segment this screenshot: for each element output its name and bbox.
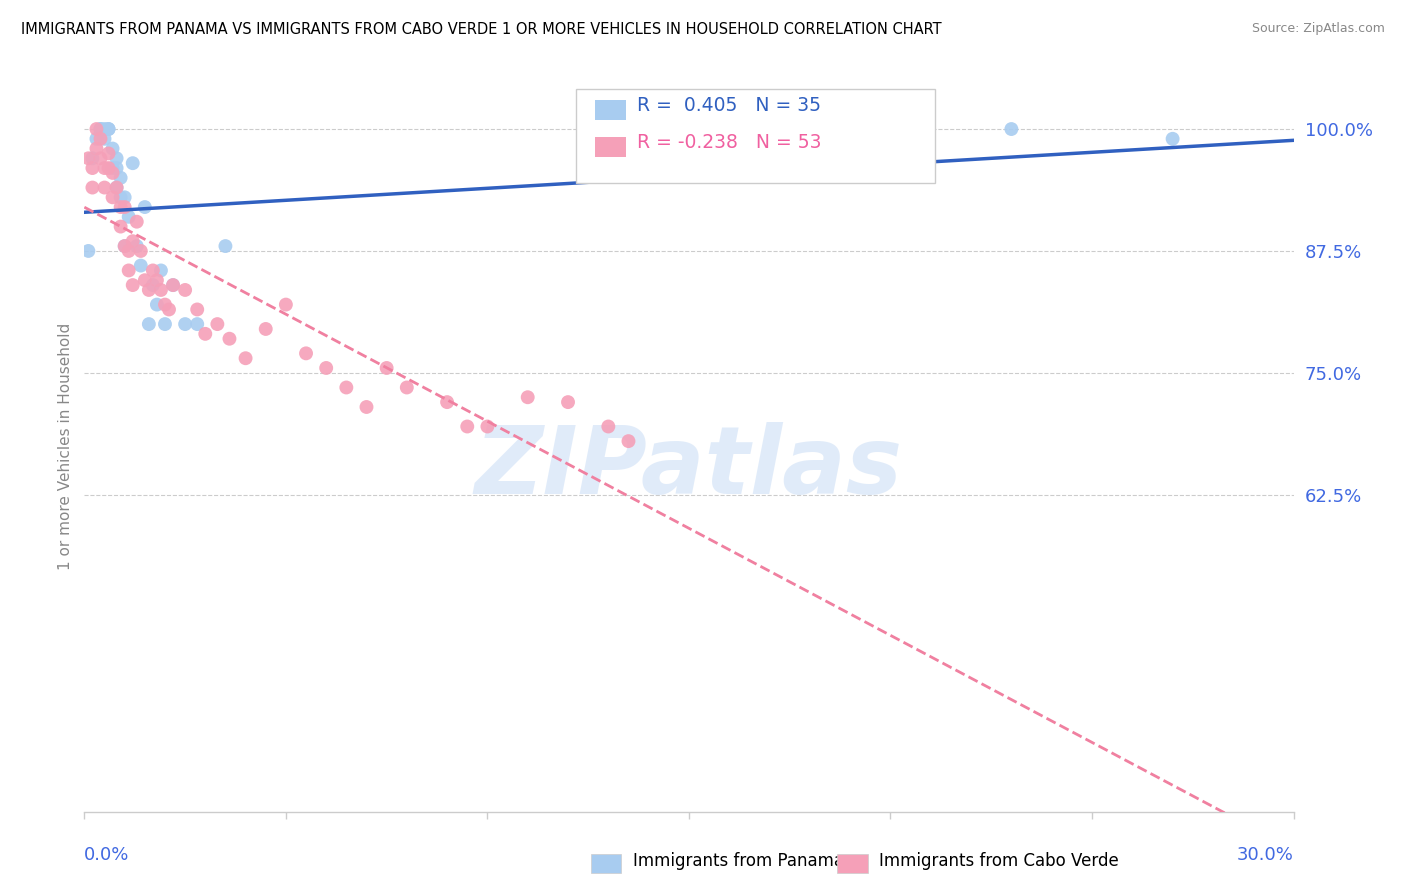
Point xyxy=(93,161,115,175)
Point xyxy=(162,278,184,293)
Point xyxy=(89,122,111,136)
Point xyxy=(89,122,111,136)
Point xyxy=(186,302,208,317)
Point xyxy=(93,180,115,194)
Point xyxy=(174,317,197,331)
Point xyxy=(114,200,136,214)
Point xyxy=(93,122,115,136)
Text: Immigrants from Cabo Verde: Immigrants from Cabo Verde xyxy=(879,852,1119,870)
Point xyxy=(114,239,136,253)
Point xyxy=(142,263,165,277)
Point xyxy=(436,395,458,409)
Point xyxy=(557,395,579,409)
Point xyxy=(101,190,124,204)
Point xyxy=(134,200,156,214)
Point xyxy=(218,332,240,346)
Text: 0.0%: 0.0% xyxy=(84,846,129,863)
Text: R =  0.405   N = 35: R = 0.405 N = 35 xyxy=(637,95,821,115)
Point xyxy=(105,180,128,194)
Point xyxy=(598,419,620,434)
Point xyxy=(110,219,132,234)
Point xyxy=(125,239,148,253)
Point xyxy=(207,317,229,331)
Point xyxy=(295,346,318,360)
Point xyxy=(149,283,172,297)
Point xyxy=(114,239,136,253)
Point xyxy=(162,278,184,293)
Point xyxy=(254,322,277,336)
Text: Source: ZipAtlas.com: Source: ZipAtlas.com xyxy=(1251,22,1385,36)
Point xyxy=(86,122,108,136)
Point xyxy=(235,351,257,366)
Point xyxy=(97,122,120,136)
Point xyxy=(315,361,337,376)
Point xyxy=(105,161,128,175)
Point xyxy=(118,263,141,277)
Point xyxy=(101,142,124,156)
Text: IMMIGRANTS FROM PANAMA VS IMMIGRANTS FROM CABO VERDE 1 OR MORE VEHICLES IN HOUSE: IMMIGRANTS FROM PANAMA VS IMMIGRANTS FRO… xyxy=(21,22,942,37)
Point xyxy=(129,244,152,258)
Point xyxy=(118,244,141,258)
Point xyxy=(395,380,418,394)
Point xyxy=(194,326,217,341)
Point xyxy=(121,278,143,293)
Point xyxy=(82,161,104,175)
Point xyxy=(174,283,197,297)
Point xyxy=(89,132,111,146)
Point xyxy=(146,297,169,311)
Point xyxy=(839,132,862,146)
Point xyxy=(121,156,143,170)
Point xyxy=(129,259,152,273)
Point xyxy=(153,297,176,311)
Point xyxy=(274,297,297,311)
Point xyxy=(157,302,180,317)
Point xyxy=(77,151,100,165)
Text: ZIPatlas: ZIPatlas xyxy=(475,422,903,514)
Text: 30.0%: 30.0% xyxy=(1237,846,1294,863)
Point xyxy=(114,190,136,204)
Point xyxy=(375,361,398,376)
Point xyxy=(105,180,128,194)
Point xyxy=(1161,132,1184,146)
Text: Immigrants from Panama: Immigrants from Panama xyxy=(633,852,844,870)
Point xyxy=(110,190,132,204)
Point xyxy=(101,161,124,175)
Point xyxy=(125,215,148,229)
Point xyxy=(97,161,120,175)
Point xyxy=(146,273,169,287)
Point xyxy=(477,419,499,434)
Point xyxy=(82,151,104,165)
Point xyxy=(77,244,100,258)
Point xyxy=(101,166,124,180)
Text: R = -0.238   N = 53: R = -0.238 N = 53 xyxy=(637,133,821,153)
Point xyxy=(153,317,176,331)
Point xyxy=(138,283,160,297)
Point xyxy=(97,122,120,136)
Point xyxy=(110,200,132,214)
Point xyxy=(89,151,111,165)
Point xyxy=(86,142,108,156)
Point xyxy=(105,151,128,165)
Point xyxy=(138,317,160,331)
Point xyxy=(82,180,104,194)
Point xyxy=(118,210,141,224)
Point xyxy=(1000,122,1022,136)
Point xyxy=(617,434,640,449)
Y-axis label: 1 or more Vehicles in Household: 1 or more Vehicles in Household xyxy=(58,322,73,570)
Point xyxy=(516,390,538,404)
Point xyxy=(86,132,108,146)
Point xyxy=(97,146,120,161)
Point xyxy=(149,263,172,277)
Point xyxy=(93,132,115,146)
Point xyxy=(456,419,478,434)
Point xyxy=(214,239,236,253)
Point xyxy=(110,170,132,185)
Point xyxy=(186,317,208,331)
Point xyxy=(134,273,156,287)
Point xyxy=(142,278,165,293)
Point xyxy=(121,234,143,248)
Point xyxy=(335,380,357,394)
Point xyxy=(356,400,378,414)
